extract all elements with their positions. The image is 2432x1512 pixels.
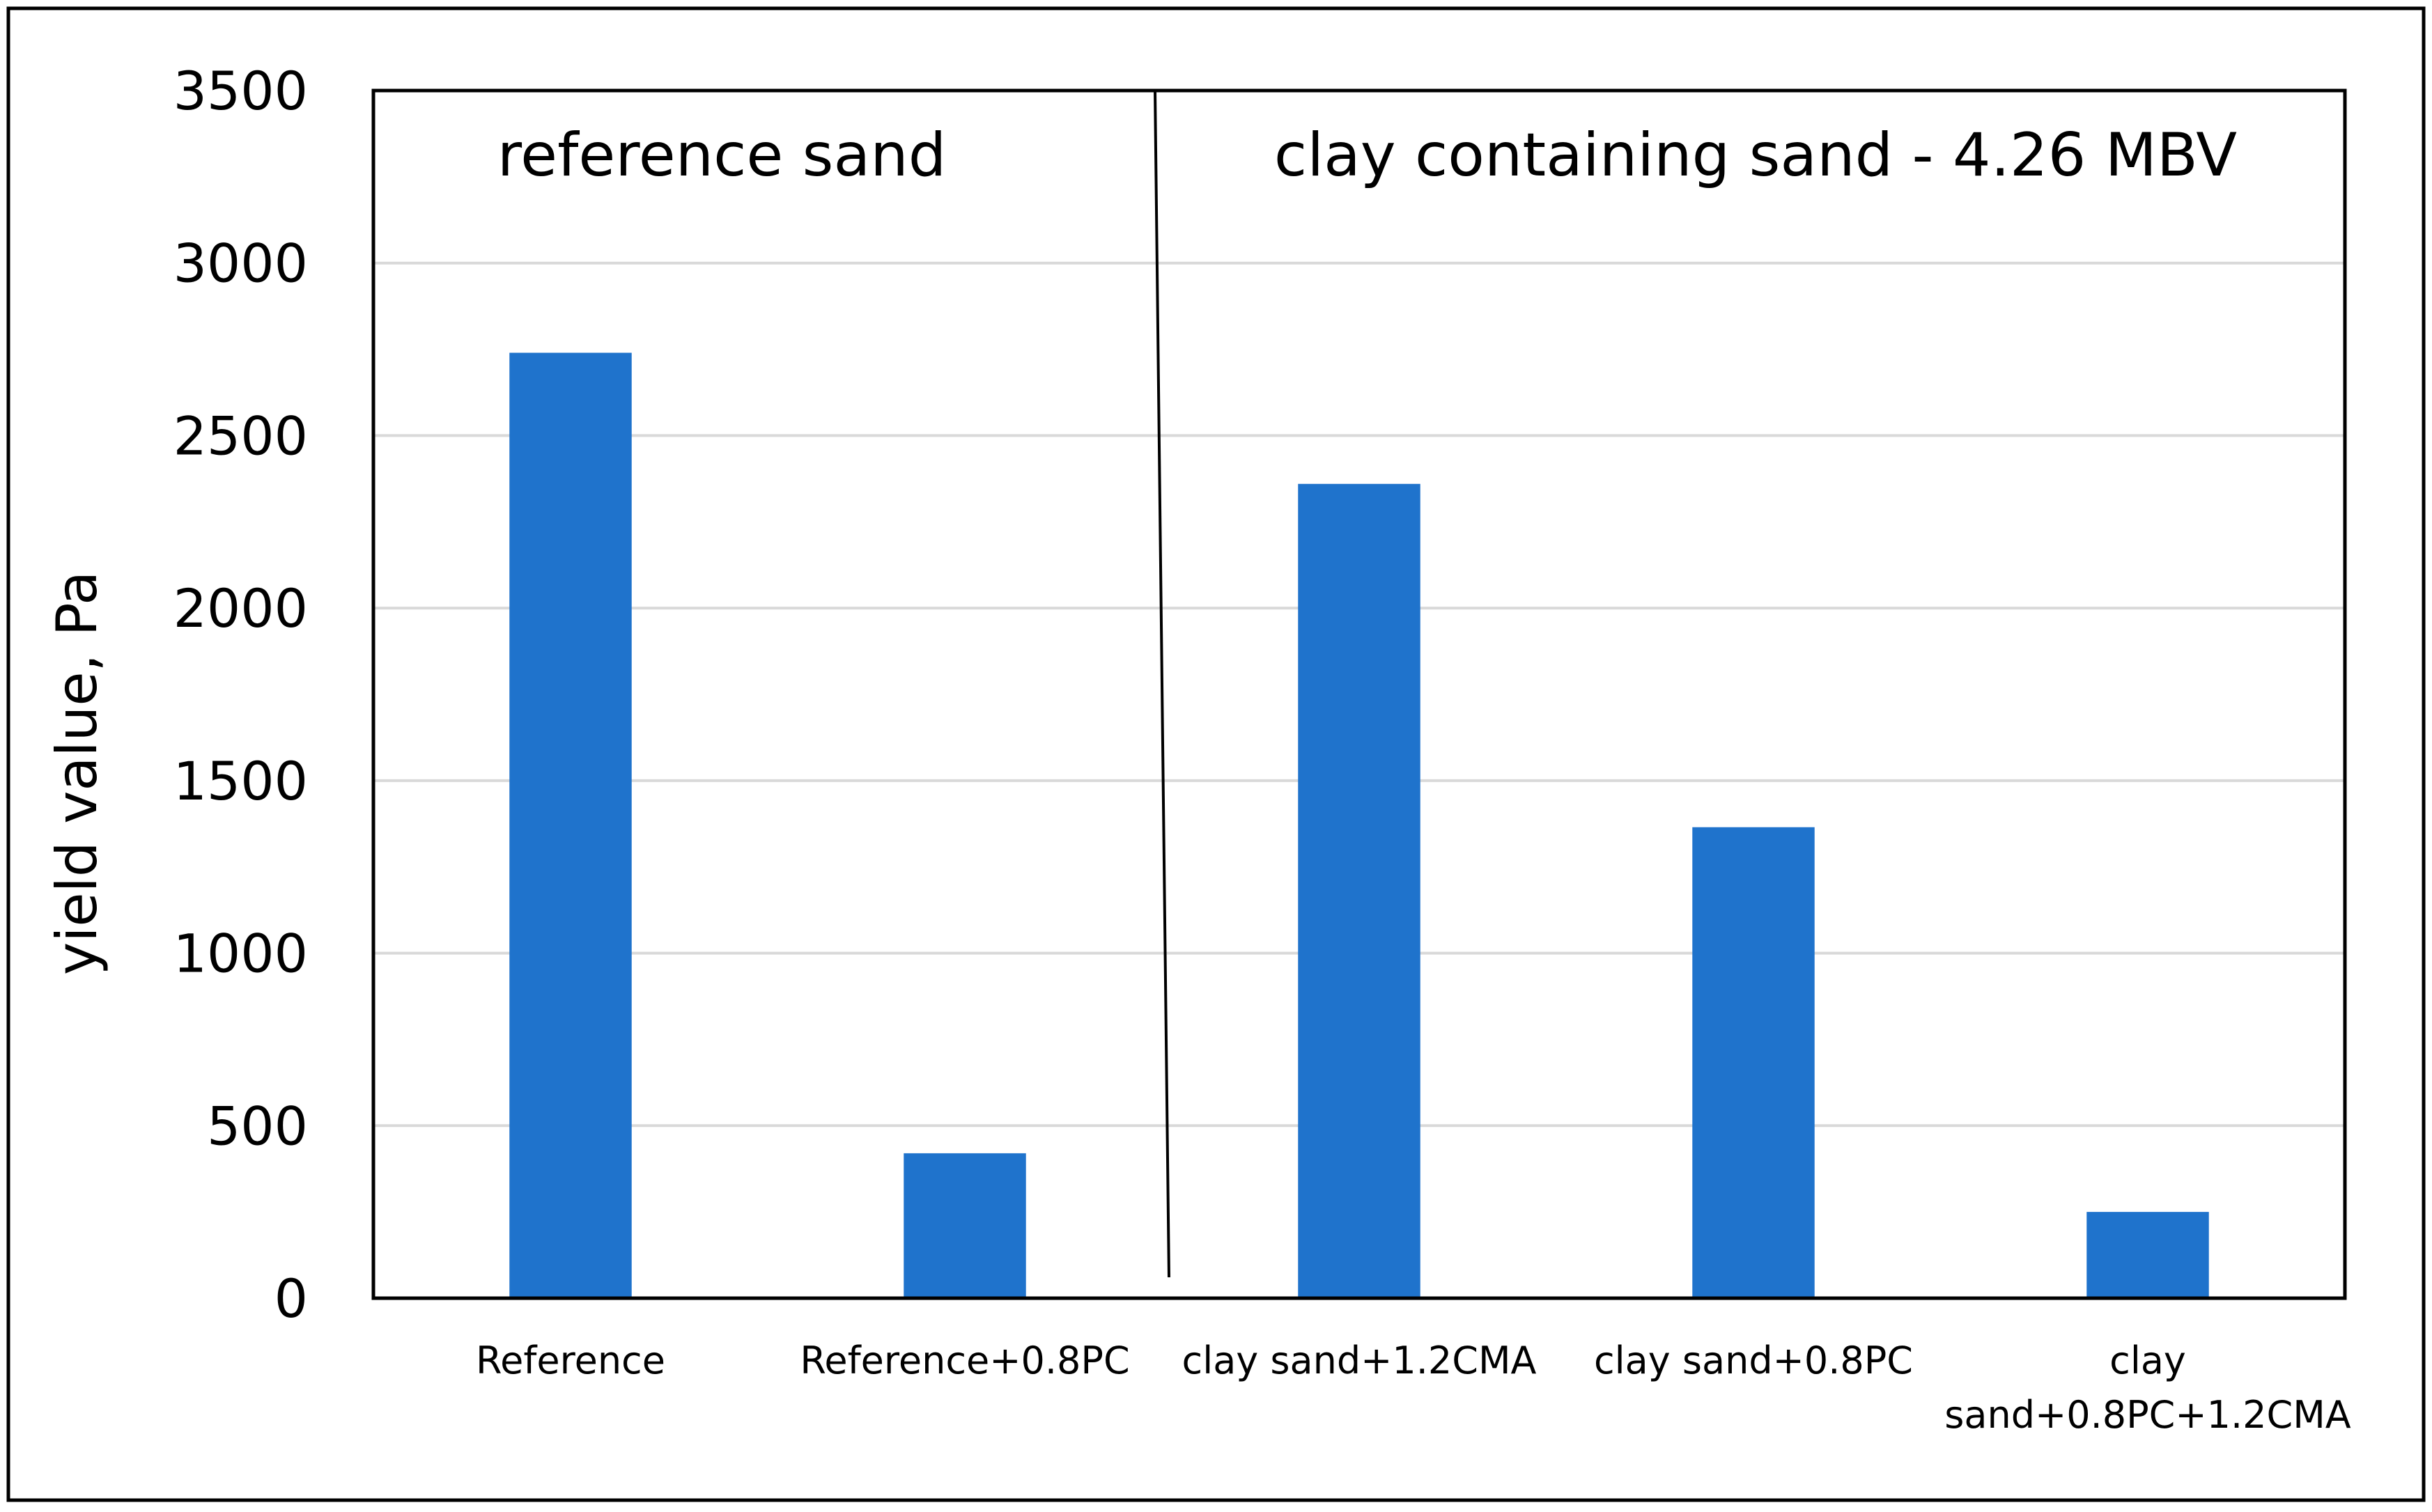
bar — [509, 352, 632, 1298]
group-annotations: reference sand clay containing sand - 4.2… — [497, 120, 2238, 190]
x-tick-label: clay sand+0.8PC+1.2CMA — [1944, 1339, 2351, 1437]
group-annotation: clay containing sand - 4.26 MBV — [1274, 120, 2237, 190]
y-tick-label: 2000 — [173, 577, 308, 639]
x-tick-label-line: sand+0.8PC+1.2CMA — [1944, 1393, 2351, 1437]
x-tick-label-line: clay sand+1.2CMA — [1182, 1339, 1537, 1382]
x-tick-label-line: clay — [2109, 1339, 2186, 1382]
group-divider-line — [1154, 90, 1170, 1278]
bar — [1298, 483, 1420, 1298]
y-axis-ticks: 0 500 1000 1500 2000 2500 3000 3500 — [173, 60, 308, 1330]
y-tick-label: 0 — [274, 1268, 308, 1330]
plot-frame — [371, 88, 2347, 1300]
figure-border — [6, 6, 2426, 1502]
y-tick-label: 2500 — [173, 405, 308, 467]
y-tick-label: 1500 — [173, 750, 308, 812]
group-divider — [1154, 90, 1170, 1278]
group-annotation: reference sand — [497, 120, 947, 190]
bars — [509, 352, 2209, 1298]
bar — [1692, 827, 1815, 1298]
x-axis-ticks: Reference Reference+0.8PC clay sand+1.2CMA… — [476, 1339, 2351, 1437]
x-tick-label-line: Reference — [476, 1339, 665, 1382]
x-tick-label-line: clay sand+0.8PC — [1594, 1339, 1913, 1382]
y-axis-label: yield value, Pa — [45, 571, 109, 975]
y-tick-label: 3000 — [173, 233, 308, 295]
bar — [2086, 1212, 2209, 1298]
x-tick-label: clay sand+1.2CMA — [1182, 1339, 1537, 1382]
bar — [904, 1153, 1026, 1298]
x-tick-label: clay sand+0.8PC — [1594, 1339, 1913, 1382]
x-tick-label-line: Reference+0.8PC — [800, 1339, 1129, 1382]
y-tick-label: 500 — [207, 1095, 308, 1157]
x-tick-label: Reference — [476, 1339, 665, 1382]
y-tick-label: 1000 — [173, 923, 308, 985]
x-tick-label: Reference+0.8PC — [800, 1339, 1129, 1382]
y-tick-label: 3500 — [173, 60, 308, 122]
plot-area-border — [371, 88, 2347, 1300]
